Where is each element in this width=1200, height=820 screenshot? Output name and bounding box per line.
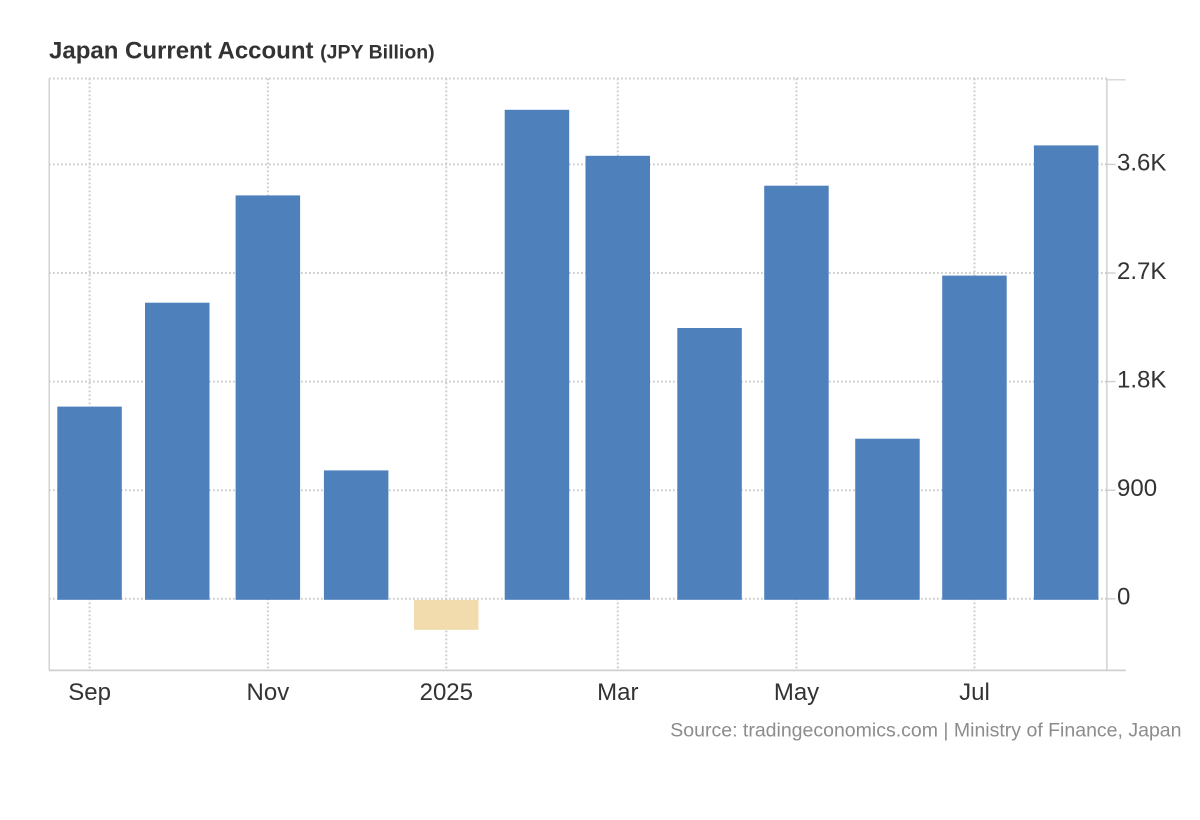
svg-text:Mar: Mar bbox=[597, 679, 638, 706]
svg-text:2.7K: 2.7K bbox=[1117, 258, 1166, 285]
svg-text:0: 0 bbox=[1117, 584, 1130, 611]
svg-text:Source: tradingeconomics.com |: Source: tradingeconomics.com | Ministry … bbox=[670, 720, 1181, 742]
svg-text:Sep: Sep bbox=[68, 679, 111, 706]
svg-text:Jul: Jul bbox=[959, 679, 990, 706]
svg-text:May: May bbox=[774, 679, 819, 706]
svg-text:Japan Current Account (JPY Bil: Japan Current Account (JPY Billion) bbox=[49, 38, 435, 65]
svg-text:1.8K: 1.8K bbox=[1117, 367, 1166, 394]
svg-text:900: 900 bbox=[1117, 475, 1157, 502]
svg-text:3.6K: 3.6K bbox=[1117, 149, 1166, 176]
svg-text:Nov: Nov bbox=[247, 679, 290, 706]
svg-text:2025: 2025 bbox=[420, 679, 473, 706]
